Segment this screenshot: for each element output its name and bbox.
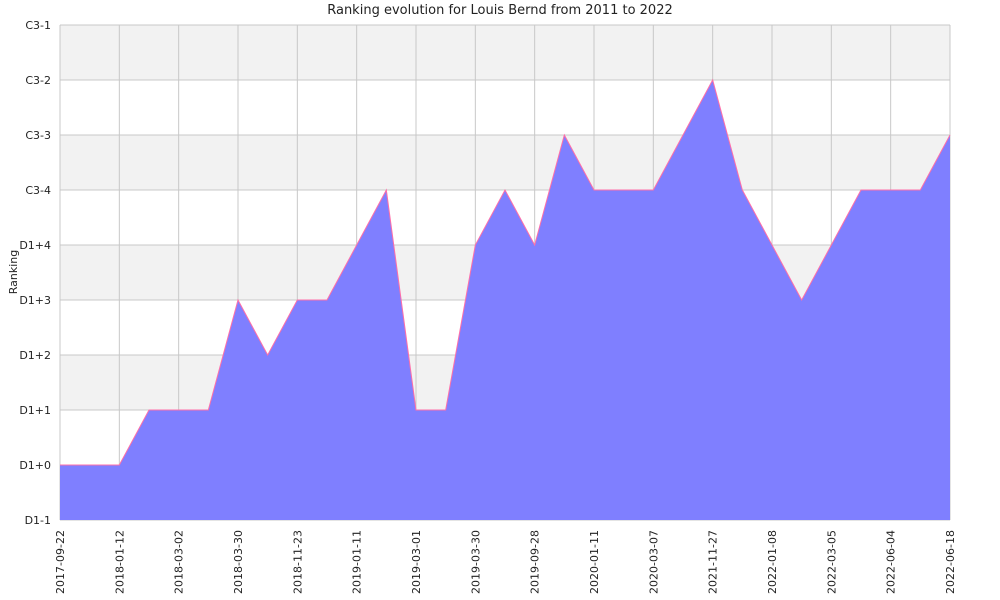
y-tick-label: C3-3: [25, 129, 51, 142]
x-tick-label: 2019-03-01: [410, 530, 423, 594]
y-tick-label: C3-4: [25, 184, 51, 197]
x-tick-label: 2019-01-11: [351, 530, 364, 594]
ranking-area: [60, 80, 950, 520]
x-tick-label: 2018-11-23: [291, 530, 304, 594]
chart-title: Ranking evolution for Louis Bernd from 2…: [327, 3, 673, 18]
x-tick-label: 2019-09-28: [529, 530, 542, 594]
x-tick-label: 2018-01-12: [113, 530, 126, 594]
y-tick-label: D1-1: [25, 514, 51, 527]
x-tick-label: 2022-01-08: [766, 530, 779, 594]
x-tick-label: 2022-06-04: [885, 530, 898, 594]
x-tick-label: 2019-03-30: [469, 530, 482, 594]
y-tick-label: D1+3: [19, 294, 51, 307]
x-tick-label: 2022-03-05: [825, 530, 838, 594]
y-tick-label: C3-1: [25, 19, 51, 32]
y-tick-label: D1+1: [19, 404, 51, 417]
y-tick-label: D1+0: [19, 459, 51, 472]
x-tick-labels: 2017-09-22 2018-01-12 2018-03-02 2018-03-30…: [54, 530, 957, 594]
x-tick-label: 2018-03-02: [173, 530, 186, 594]
y-tick-label: D1+4: [19, 239, 51, 252]
area-layer: [60, 78, 951, 520]
background-band: [60, 25, 950, 80]
x-tick-label: 2022-06-18: [944, 530, 957, 594]
x-tick-label: 2020-01-11: [588, 530, 601, 594]
background-band: [60, 80, 950, 135]
x-tick-label: 2017-09-22: [54, 530, 67, 594]
y-tick-label: D1+2: [19, 349, 51, 362]
x-tick-label: 2021-11-27: [707, 530, 720, 594]
x-tick-label: 2020-03-07: [647, 530, 660, 594]
y-tick-label: C3-2: [25, 74, 51, 87]
y-tick-labels: D1-1 D1+0 D1+1 D1+2 D1+3 D1+4 C3-4 C3-3 C3-2 C3-1: [19, 19, 51, 527]
x-tick-label: 2018-03-30: [232, 530, 245, 594]
y-axis-label: Ranking: [7, 250, 20, 295]
background-band: [60, 135, 950, 190]
ranking-line: [60, 78, 951, 466]
